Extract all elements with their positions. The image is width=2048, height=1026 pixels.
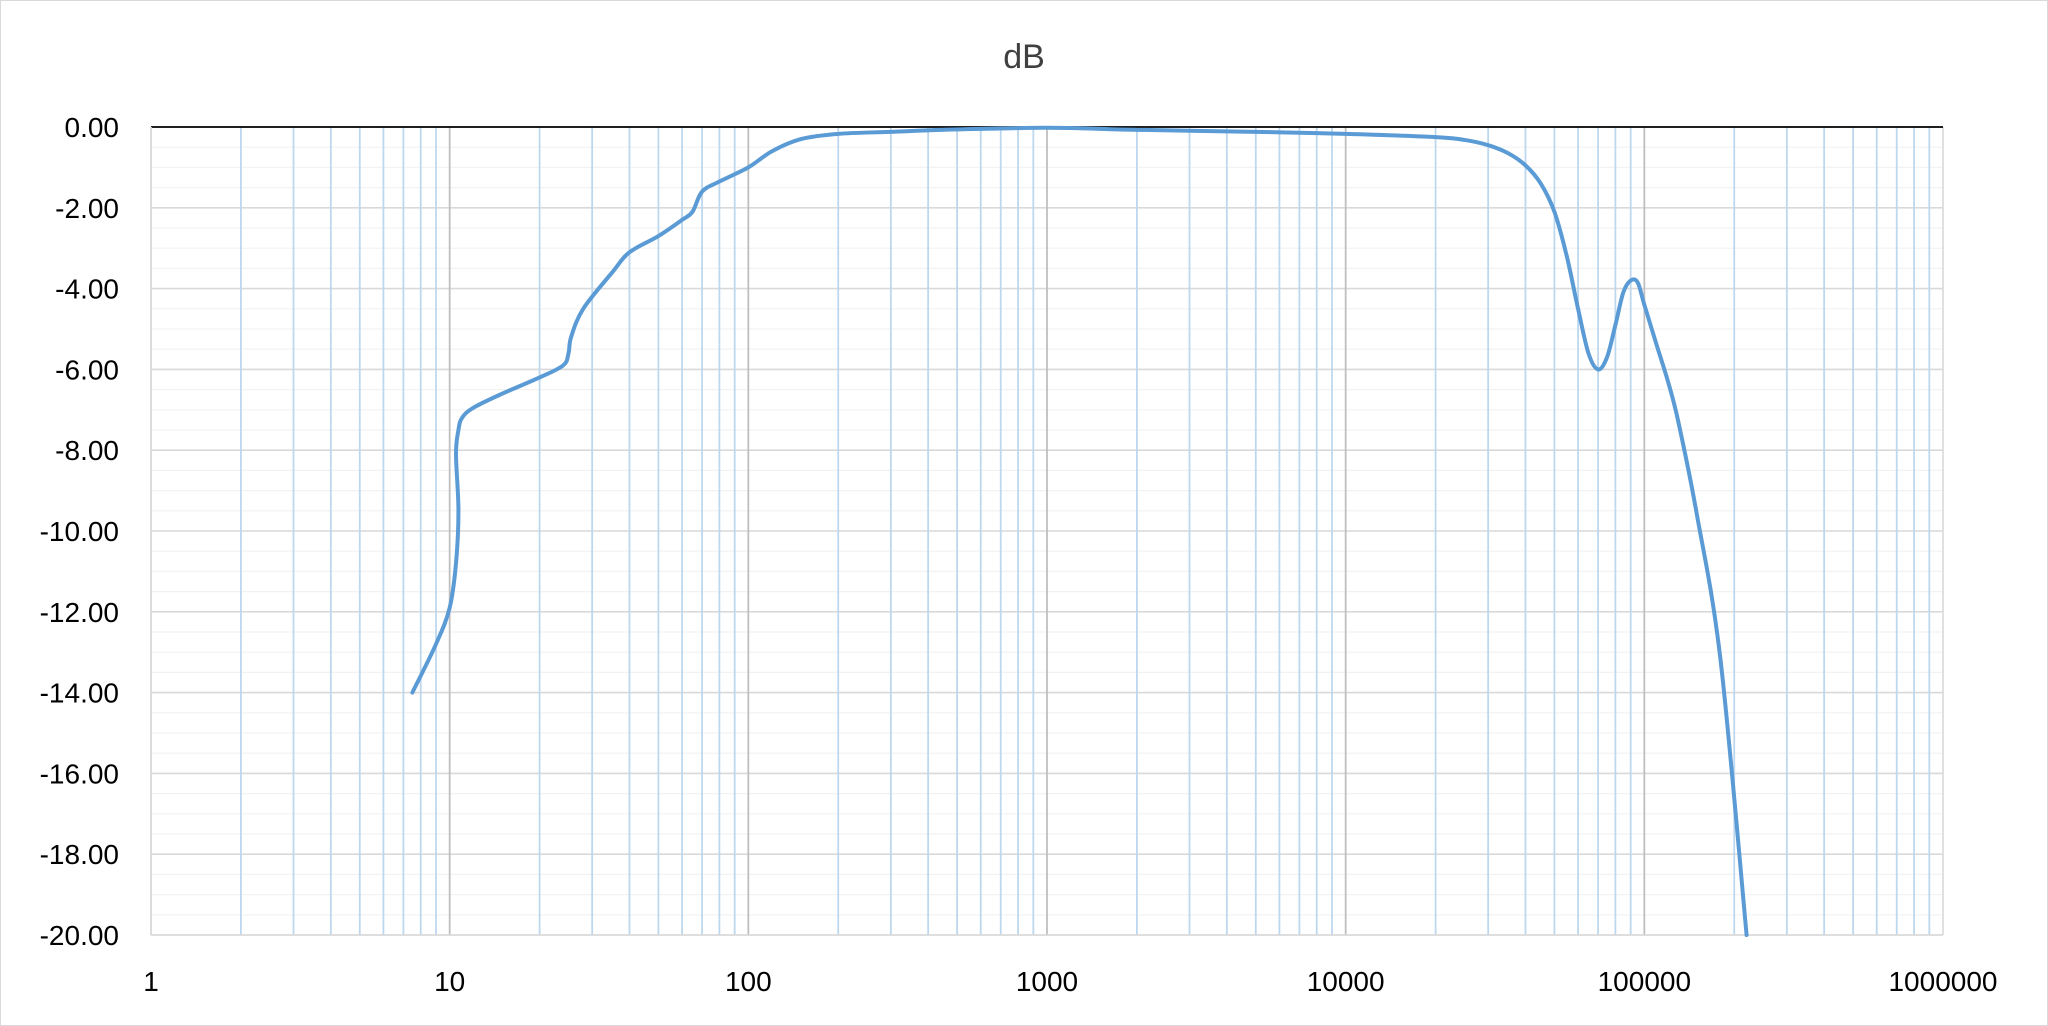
x-tick-label: 100: [725, 966, 772, 997]
tick-label-layer: 0.00 -2.00 -4.00 -6.00 -8.00 -10.00 -12.00 -14.…: [40, 112, 1998, 997]
x-tick-label: 10: [434, 966, 465, 997]
y-tick-label: -10.00: [40, 516, 119, 547]
y-tick-label: 0.00: [65, 112, 120, 143]
x-tick-label: 100000: [1598, 966, 1691, 997]
x-tick-label: 10000: [1307, 966, 1385, 997]
y-tick-label: -14.00: [40, 678, 119, 709]
y-tick-label: -2.00: [55, 193, 119, 224]
series-line-db: [410, 125, 1749, 937]
y-tick-label: -20.00: [40, 920, 119, 951]
x-tick-label: 1000000: [1888, 966, 1997, 997]
grid-layer: [151, 127, 1944, 936]
y-tick-label: -16.00: [40, 758, 119, 789]
series-layer: [410, 125, 1749, 937]
chart-title: dB: [1003, 38, 1045, 76]
x-tick-label: 1: [143, 966, 159, 997]
y-tick-label: -6.00: [55, 354, 119, 385]
x-tick-label: 1000: [1016, 966, 1078, 997]
y-tick-label: -12.00: [40, 597, 119, 628]
y-tick-label: -4.00: [55, 274, 119, 305]
y-tick-label: -8.00: [55, 435, 119, 466]
y-tick-label: -18.00: [40, 839, 119, 870]
